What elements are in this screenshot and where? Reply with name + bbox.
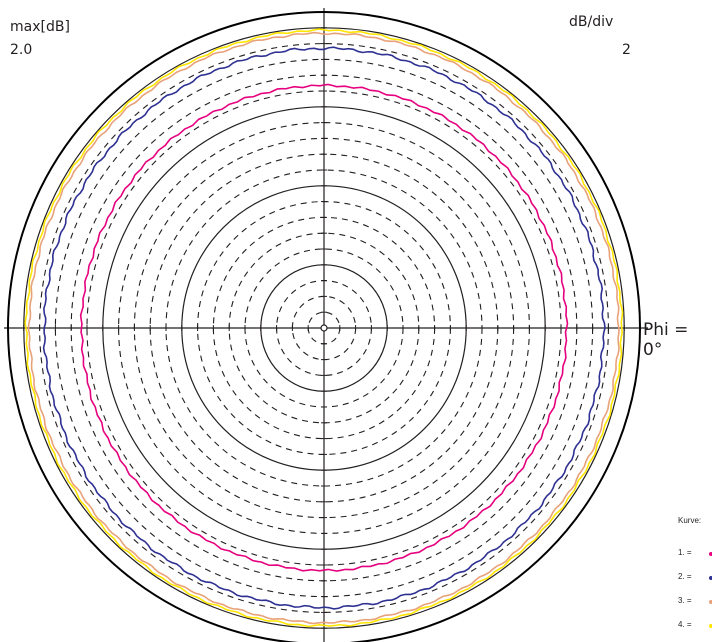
legend-item-3: 3. =	[678, 596, 712, 608]
db-per-div-label: dB/div	[569, 14, 614, 30]
max-db-value: 2.0	[10, 42, 33, 58]
legend-item-4: 4. =	[678, 620, 712, 632]
max-db-label: max[dB]	[10, 19, 70, 35]
phi-angle-label: Phi = 0°	[643, 320, 689, 360]
series-curve-4	[24, 28, 624, 628]
legend-swatch	[709, 600, 712, 604]
legend-item-2: 2. =	[678, 572, 712, 584]
legend-item-label: 4. =	[678, 620, 692, 629]
series-curve-3	[27, 31, 620, 625]
series-curve-2	[42, 46, 606, 610]
outer-circle	[7, 11, 641, 642]
legend-item-label: 1. =	[678, 548, 692, 557]
legend-item-label: 3. =	[678, 596, 692, 605]
legend-swatch	[709, 624, 712, 628]
legend-item-label: 2. =	[678, 572, 692, 581]
db-per-div-value: 2	[622, 42, 631, 58]
legend-item-1: 1. =	[678, 548, 712, 560]
center-marker	[320, 324, 328, 332]
legend-title: Kurve:	[678, 516, 702, 525]
legend-swatch	[709, 552, 712, 556]
series-curve-1	[79, 83, 569, 572]
legend: Kurve: 1. = 2. = 3. = 4. =	[678, 516, 712, 642]
legend-swatch	[709, 576, 712, 580]
